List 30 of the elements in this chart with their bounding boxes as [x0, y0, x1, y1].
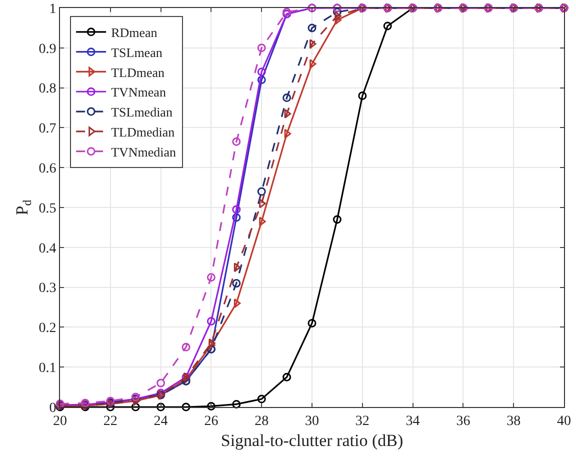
legend-label: TSLmean	[111, 44, 163, 60]
x-tick-label: 20	[53, 414, 67, 429]
legend-label: TSLmedian	[111, 104, 173, 120]
x-tick-label: 24	[154, 414, 168, 429]
x-axis-title: Signal-to-clutter ratio (dB)	[220, 431, 404, 450]
legend-label: RDmean	[111, 25, 158, 40]
legend-label: TVNmean	[111, 84, 166, 100]
legend-label: TLDmean	[111, 64, 165, 80]
x-tick-label: 38	[506, 414, 521, 429]
y-tick-label: 0.4	[38, 241, 56, 256]
y-tick-label: 1	[49, 2, 56, 17]
y-tick-label: 0	[49, 400, 56, 416]
y-tick-label: 0.7	[38, 122, 56, 137]
x-tick-label: 28	[254, 414, 269, 429]
x-tick-label: 22	[103, 414, 118, 429]
y-tick-label: 0.1	[38, 361, 56, 376]
x-tick-label: 36	[456, 414, 470, 429]
y-tick-label: 0.2	[38, 321, 56, 336]
legend-label: TLDmedian	[111, 124, 176, 140]
x-tick-label: 26	[204, 414, 218, 429]
x-tick-label: 32	[355, 414, 370, 429]
x-tick-label: 30	[305, 414, 319, 429]
y-tick-label: 0.5	[38, 201, 56, 216]
legend-label: TVNmedian	[111, 144, 177, 160]
y-tick-label: 0.3	[38, 281, 56, 296]
x-tick-label: 34	[406, 414, 420, 429]
y-tick-label: 0.6	[38, 162, 56, 176]
x-tick-label: 40	[557, 414, 571, 429]
y-tick-label: 0.8	[38, 82, 56, 97]
y-tick-label: 0.9	[38, 42, 56, 57]
